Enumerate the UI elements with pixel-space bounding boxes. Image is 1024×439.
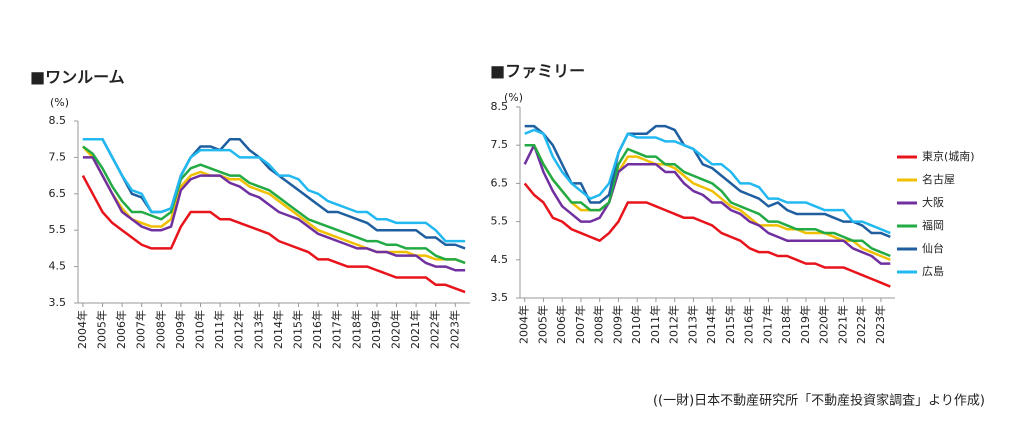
x-tick-label: 2017年 xyxy=(330,310,344,349)
y-axis-label: (%) xyxy=(50,96,69,109)
x-tick-label: 2023年 xyxy=(447,310,461,349)
x-tick-label: 2009年 xyxy=(610,305,624,344)
x-tick-label: 2008年 xyxy=(592,305,606,344)
legend-label: 名古屋 xyxy=(922,172,955,186)
x-tick-label: 2005年 xyxy=(535,305,549,344)
y-tick-label: 7.5 xyxy=(49,150,67,163)
series-line xyxy=(82,156,466,272)
legend-label: 東京(城南) xyxy=(922,149,975,163)
y-tick-label: 6.5 xyxy=(49,187,67,200)
x-tick-label: 2012年 xyxy=(232,310,246,349)
legend-label: 福岡 xyxy=(922,218,944,232)
legend-label: 大阪 xyxy=(922,195,944,209)
x-tick-label: 2011年 xyxy=(212,310,226,349)
x-tick-label: 2021年 xyxy=(408,310,422,349)
y-tick-label: 8.5 xyxy=(491,100,509,113)
x-tick-label: 2014年 xyxy=(271,310,285,349)
y-tick-label: 5.5 xyxy=(491,215,509,228)
y-tick-label: 4.5 xyxy=(491,253,509,266)
x-tick-label: 2004年 xyxy=(517,305,531,344)
x-tick-label: 2017年 xyxy=(760,305,774,344)
x-tick-label: 2011年 xyxy=(648,305,662,344)
x-tick-label: 2022年 xyxy=(428,310,442,349)
x-tick-label: 2012年 xyxy=(667,305,681,344)
x-tick-label: 2020年 xyxy=(389,310,403,349)
y-tick-label: 5.5 xyxy=(49,223,67,236)
y-axis-label: (%) xyxy=(504,91,523,104)
source-note: ((一財)日本不動産研究所「不動産投資家調査」より作成) xyxy=(653,393,985,409)
series-line xyxy=(81,145,466,265)
x-tick-label: 2007年 xyxy=(134,310,148,349)
x-tick-label: 2019年 xyxy=(369,310,383,349)
series-line xyxy=(523,182,891,288)
x-tick-label: 2010年 xyxy=(629,305,643,344)
y-tick-label: 4.5 xyxy=(49,260,67,273)
x-tick-label: 2023年 xyxy=(873,305,887,344)
x-tick-label: 2020年 xyxy=(817,305,831,344)
y-tick-label: 3.5 xyxy=(491,291,509,304)
y-tick-label: 6.5 xyxy=(491,176,509,189)
x-tick-label: 2015年 xyxy=(291,310,305,349)
chart-title: ■ファミリー xyxy=(490,62,585,81)
y-tick-label: 3.5 xyxy=(49,296,67,309)
legend-label: 広島 xyxy=(922,264,944,278)
series-line xyxy=(82,145,466,265)
series-line xyxy=(82,137,466,243)
x-tick-label: 2006年 xyxy=(114,310,128,349)
x-tick-label: 2022年 xyxy=(854,305,868,344)
x-tick-label: 2018年 xyxy=(779,305,793,344)
x-tick-label: 2016年 xyxy=(742,305,756,344)
x-tick-label: 2018年 xyxy=(349,310,363,349)
legend-label: 仙台 xyxy=(922,241,944,255)
chart-title: ■ワンルーム xyxy=(30,68,125,87)
x-tick-label: 2004年 xyxy=(75,310,89,349)
x-tick-label: 2013年 xyxy=(685,305,699,344)
series-line xyxy=(81,175,466,294)
x-tick-label: 2006年 xyxy=(554,305,568,344)
series-line xyxy=(524,143,891,261)
x-tick-label: 2008年 xyxy=(153,310,167,349)
y-tick-label: 8.5 xyxy=(49,114,67,127)
x-tick-label: 2015年 xyxy=(723,305,737,344)
x-tick-label: 2007年 xyxy=(573,305,587,344)
x-tick-label: 2014年 xyxy=(704,305,718,344)
x-tick-label: 2019年 xyxy=(798,305,812,344)
x-tick-label: 2005年 xyxy=(95,310,109,349)
x-tick-label: 2021年 xyxy=(835,305,849,344)
y-tick-label: 7.5 xyxy=(491,138,509,151)
series-line xyxy=(523,143,891,265)
series-line xyxy=(524,143,891,258)
x-tick-label: 2013年 xyxy=(251,310,265,349)
x-tick-label: 2009年 xyxy=(173,310,187,349)
series-line xyxy=(524,124,891,239)
series-line xyxy=(524,128,891,235)
x-tick-label: 2016年 xyxy=(310,310,324,349)
x-tick-label: 2010年 xyxy=(193,310,207,349)
